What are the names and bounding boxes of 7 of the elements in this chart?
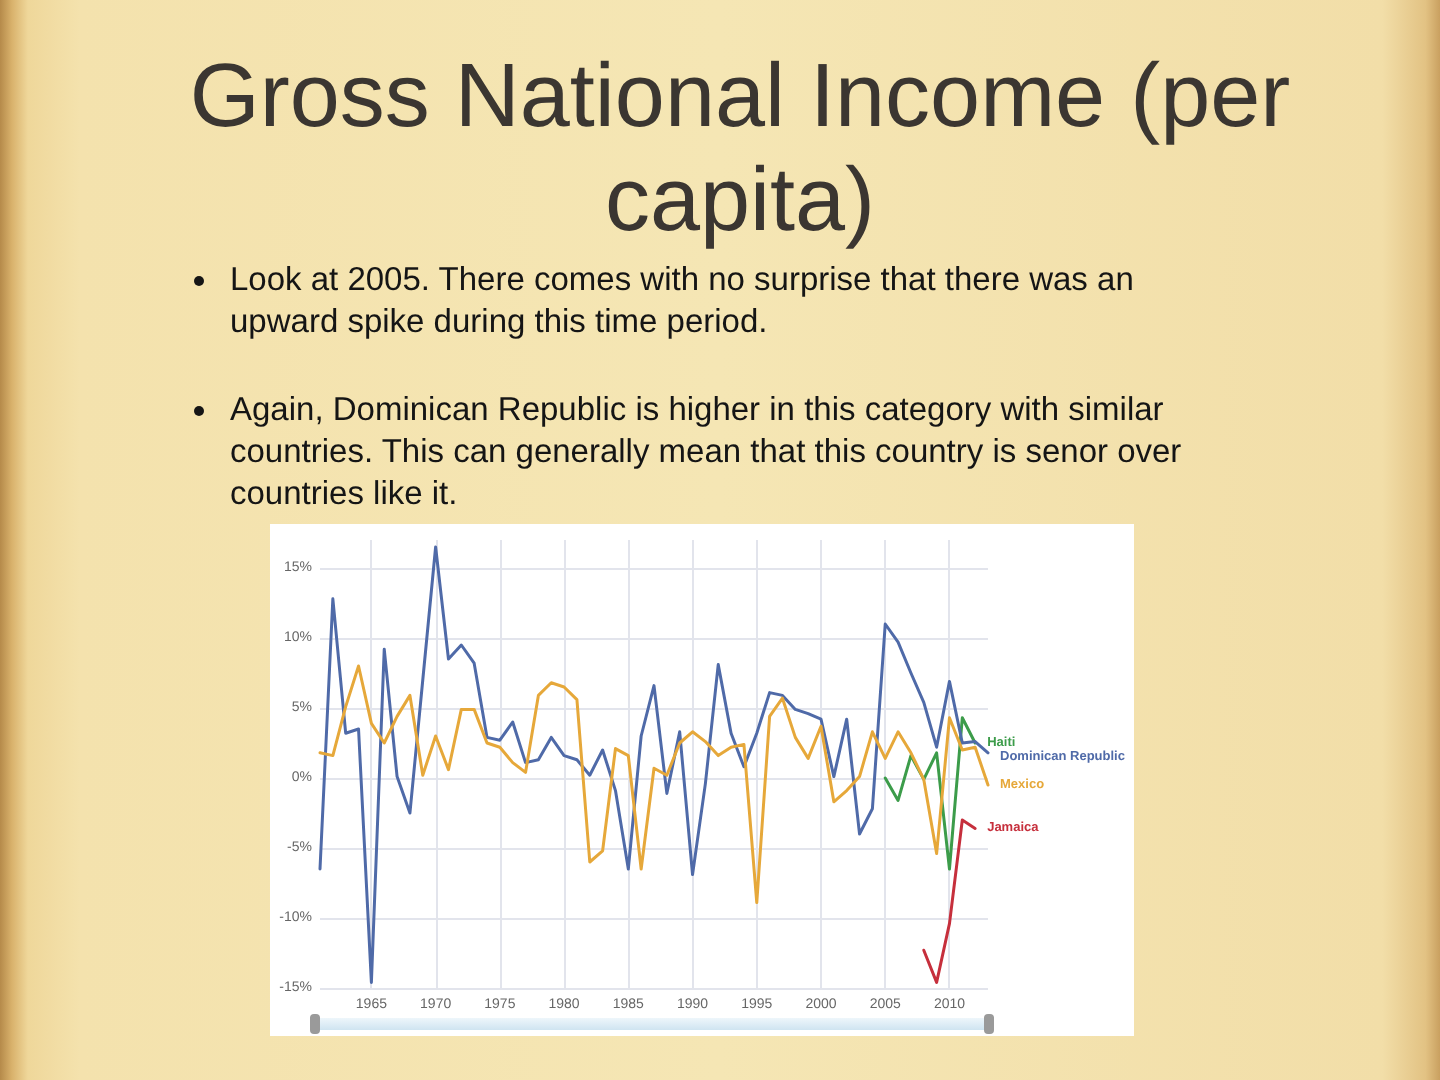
line-series — [883, 716, 977, 871]
text: Look at 2005. There comes with no surprise that there was an upward spike during this time period. — [230, 260, 1136, 344]
line-series — [318, 545, 990, 984]
chart-title: Gross National Income (per capita) — [187, 44, 1293, 252]
line-series — [922, 818, 977, 984]
line-series — [318, 664, 990, 905]
text: Again, Dominican Republic is higher in this category with similar countries. This can generally mean that this country is senor over countries like it. — [230, 390, 1184, 516]
